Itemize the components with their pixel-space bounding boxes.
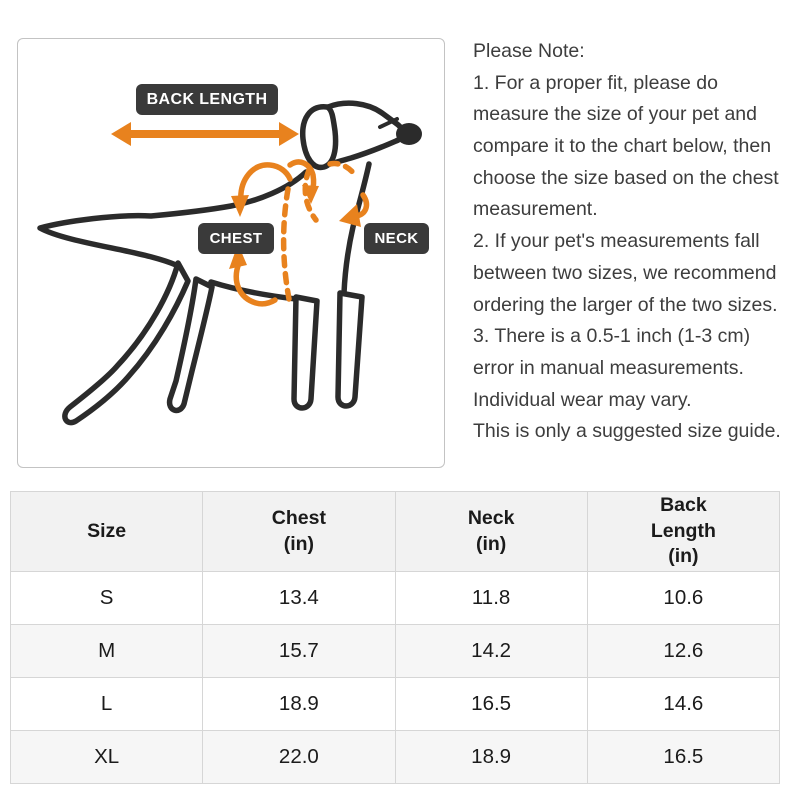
cell-neck: 14.2 bbox=[394, 624, 588, 678]
dog-outline bbox=[37, 100, 406, 426]
cell-back-length: 12.6 bbox=[586, 624, 781, 678]
column-header-size: Size bbox=[9, 491, 204, 572]
cell-neck: 11.8 bbox=[394, 571, 588, 625]
note-line: Please Note: bbox=[473, 40, 585, 62]
note-line: choose the size based on the chest bbox=[473, 166, 779, 189]
measurement-diagram-card: BACK LENGTH CHEST NECK bbox=[17, 38, 445, 468]
column-header-chest: Chest (in) bbox=[202, 491, 396, 572]
cell-size: S bbox=[9, 571, 204, 625]
neck-label-badge: NECK bbox=[364, 223, 429, 254]
table-row-l: L 18.9 16.5 14.6 bbox=[9, 677, 781, 731]
note-line: ordering the larger of the two sizes. bbox=[473, 293, 778, 316]
neck-girth-indicator bbox=[302, 160, 370, 227]
table-row-m: M 15.7 14.2 12.6 bbox=[9, 624, 781, 678]
cell-size: XL bbox=[9, 730, 204, 784]
note-line: This is only a suggested size guide. bbox=[473, 420, 781, 443]
size-chart-table: Size Chest (in) Neck (in) Back Length (i… bbox=[9, 491, 781, 784]
cell-back-length: 16.5 bbox=[586, 730, 781, 784]
note-line: compare it to the chart below, then bbox=[473, 135, 772, 158]
cell-back-length: 14.6 bbox=[586, 677, 781, 731]
note-line: measurement. bbox=[473, 198, 598, 221]
back-length-label-badge: BACK LENGTH bbox=[136, 84, 278, 115]
back-length-arrow bbox=[111, 122, 299, 146]
table-row-s: S 13.4 11.8 10.6 bbox=[9, 571, 781, 625]
table-row-xl: XL 22.0 18.9 16.5 bbox=[9, 730, 781, 784]
cell-neck: 18.9 bbox=[394, 730, 588, 784]
note-line: 2. If your pet's measurements fall bbox=[473, 230, 760, 253]
note-line: between two sizes, we recommend bbox=[473, 261, 777, 284]
fit-notes: Please Note: 1. For a proper fit, please… bbox=[473, 36, 785, 448]
header-row: Size Chest (in) Neck (in) Back Length (i… bbox=[9, 491, 781, 572]
note-line: Individual wear may vary. bbox=[473, 388, 692, 411]
cell-chest: 13.4 bbox=[202, 571, 396, 625]
note-line: 3. There is a 0.5-1 inch (1-3 cm) bbox=[473, 325, 751, 348]
chest-girth-indicator bbox=[229, 159, 319, 307]
cell-chest: 22.0 bbox=[202, 730, 396, 784]
cell-back-length: 10.6 bbox=[586, 571, 781, 625]
dog-measurement-illustration bbox=[37, 100, 422, 426]
dog-nose bbox=[396, 123, 422, 145]
cell-size: M bbox=[9, 624, 204, 678]
note-line: measure the size of your pet and bbox=[473, 103, 757, 126]
chest-label-badge: CHEST bbox=[198, 223, 274, 254]
note-line: 1. For a proper fit, please do bbox=[473, 71, 718, 94]
column-header-neck: Neck (in) bbox=[394, 491, 588, 572]
cell-size: L bbox=[9, 677, 204, 731]
cell-neck: 16.5 bbox=[394, 677, 588, 731]
column-header-back-length: Back Length (in) bbox=[586, 491, 781, 572]
cell-chest: 18.9 bbox=[202, 677, 396, 731]
note-line: error in manual measurements. bbox=[473, 356, 744, 379]
cell-chest: 15.7 bbox=[202, 624, 396, 678]
